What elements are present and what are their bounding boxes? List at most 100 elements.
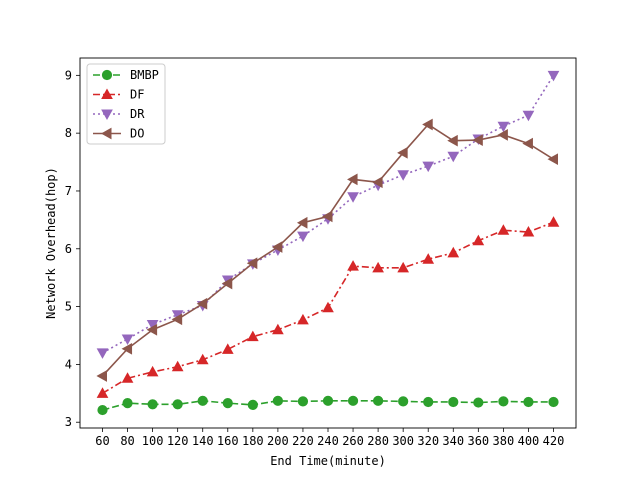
legend-marker-bmbp bbox=[101, 69, 113, 81]
x-tick-label: 420 bbox=[543, 434, 565, 448]
data-point-do bbox=[296, 216, 308, 229]
y-tick-label: 5 bbox=[65, 300, 72, 314]
x-tick-label: 220 bbox=[292, 434, 314, 448]
y-axis: 3 4 5 6 7 8 9 bbox=[65, 68, 80, 429]
data-point-bmbp bbox=[247, 399, 258, 410]
x-tick-label: 360 bbox=[467, 434, 489, 448]
legend-label-df: DF bbox=[130, 88, 144, 102]
y-tick-label: 4 bbox=[65, 357, 72, 371]
y-tick-label: 7 bbox=[65, 184, 72, 198]
data-point-do bbox=[422, 118, 433, 131]
data-point-do bbox=[522, 137, 533, 150]
y-tick-label: 8 bbox=[65, 126, 72, 140]
data-point-dr bbox=[96, 348, 109, 359]
data-point-do bbox=[472, 134, 483, 146]
data-point-do bbox=[447, 134, 458, 147]
x-tick-label: 240 bbox=[317, 434, 339, 448]
data-point-dr bbox=[347, 192, 359, 203]
data-point-do bbox=[497, 129, 508, 141]
data-point-bmbp bbox=[147, 399, 158, 410]
series-df bbox=[96, 216, 560, 398]
y-tick-label: 6 bbox=[65, 242, 72, 256]
data-point-df bbox=[322, 301, 334, 313]
data-point-df bbox=[447, 246, 460, 258]
data-point-df bbox=[547, 216, 560, 227]
data-point-df bbox=[397, 261, 410, 273]
legend-marker-dr bbox=[101, 109, 113, 121]
data-point-do bbox=[271, 241, 283, 253]
x-tick-label: 160 bbox=[217, 434, 239, 448]
data-point-do bbox=[347, 173, 358, 186]
x-tick-label: 340 bbox=[442, 434, 464, 448]
y-axis-label: Network Overhead(hop) bbox=[44, 167, 58, 319]
data-point-bmbp bbox=[222, 398, 233, 409]
data-point-do bbox=[321, 210, 333, 223]
data-point-bmbp bbox=[523, 396, 534, 408]
data-point-df bbox=[221, 343, 234, 354]
data-point-do bbox=[547, 153, 558, 166]
data-point-bmbp bbox=[272, 395, 283, 406]
x-tick-label: 120 bbox=[167, 434, 189, 448]
data-point-bmbp bbox=[373, 395, 384, 406]
x-tick-label: 400 bbox=[518, 434, 540, 448]
data-point-df bbox=[196, 353, 209, 365]
legend: BMBP DF DR DO bbox=[86, 63, 166, 145]
data-point-dr bbox=[422, 161, 435, 173]
x-tick-label: 140 bbox=[192, 434, 214, 448]
data-point-df bbox=[246, 330, 259, 342]
x-tick-label: 380 bbox=[493, 434, 515, 448]
data-point-bmbp bbox=[498, 396, 509, 407]
data-point-do bbox=[221, 277, 233, 290]
data-point-bmbp bbox=[448, 396, 459, 408]
data-point-df bbox=[522, 225, 535, 237]
data-point-bmbp bbox=[172, 399, 183, 410]
x-tick-label: 100 bbox=[142, 434, 164, 448]
data-point-df bbox=[297, 313, 309, 325]
data-point-df bbox=[497, 224, 510, 235]
data-point-bmbp bbox=[297, 396, 309, 407]
data-point-df bbox=[347, 260, 359, 271]
data-point-do bbox=[246, 257, 258, 270]
data-point-dr bbox=[497, 121, 510, 133]
data-point-do bbox=[397, 146, 408, 159]
x-axis: 60 80 100 120 140 160 180 200 220 240 260 280 300 320… bbox=[95, 428, 564, 448]
data-point-dr bbox=[522, 110, 535, 122]
legend-label-do: DO bbox=[130, 127, 144, 141]
x-tick-label: 60 bbox=[95, 434, 109, 448]
legend-box bbox=[86, 63, 166, 145]
y-tick-label: 3 bbox=[65, 415, 72, 429]
series-bmbp bbox=[97, 395, 559, 416]
data-point-df bbox=[372, 261, 384, 273]
data-point-do bbox=[372, 176, 383, 189]
data-point-bmbp bbox=[122, 398, 133, 409]
data-point-bmbp bbox=[473, 397, 484, 408]
x-tick-label: 320 bbox=[417, 434, 439, 448]
data-point-df bbox=[472, 234, 485, 246]
legend-label-dr: DR bbox=[130, 107, 145, 121]
data-point-df bbox=[171, 360, 184, 372]
data-point-df bbox=[422, 253, 435, 264]
data-point-df bbox=[121, 372, 134, 383]
data-point-bmbp bbox=[398, 396, 409, 407]
x-tick-label: 80 bbox=[120, 434, 134, 448]
data-point-dr bbox=[397, 170, 410, 181]
x-tick-label: 300 bbox=[392, 434, 414, 448]
x-tick-label: 280 bbox=[367, 434, 389, 448]
data-point-bmbp bbox=[97, 404, 108, 416]
x-tick-label: 260 bbox=[342, 434, 364, 448]
data-point-df bbox=[272, 323, 284, 335]
data-point-df bbox=[96, 387, 109, 398]
data-point-do bbox=[96, 370, 107, 382]
x-tick-label: 200 bbox=[267, 434, 289, 448]
data-point-do bbox=[121, 342, 133, 355]
data-point-do bbox=[196, 297, 208, 310]
x-axis-label: End Time(minute) bbox=[270, 454, 386, 468]
data-point-dr bbox=[297, 231, 309, 243]
data-point-df bbox=[146, 365, 159, 377]
legend-marker-df bbox=[101, 88, 113, 99]
data-point-dr bbox=[121, 334, 134, 345]
data-point-dr bbox=[447, 151, 460, 163]
data-point-do bbox=[171, 313, 183, 326]
data-point-dr bbox=[547, 70, 560, 82]
